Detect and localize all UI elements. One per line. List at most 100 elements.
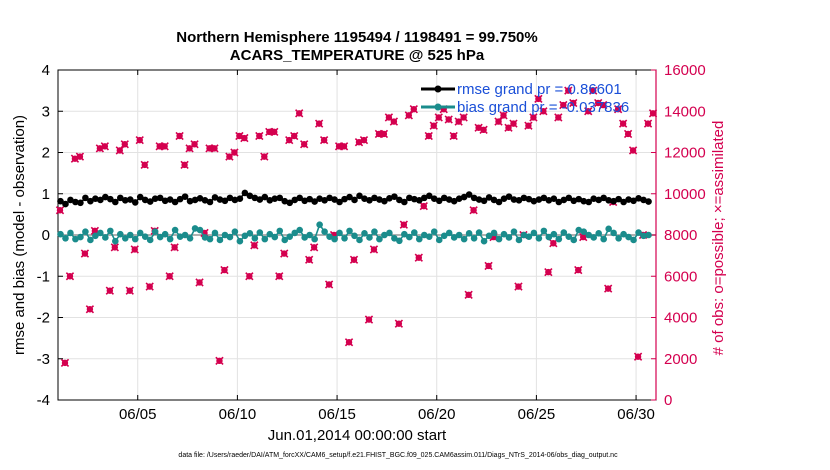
- rmse-point: [505, 193, 513, 200]
- bias-point: [391, 235, 398, 242]
- obs-assimilated-x: [215, 356, 224, 365]
- rmse-point: [530, 197, 538, 205]
- rmse-point: [465, 191, 473, 198]
- obs-assimilated-x: [569, 98, 578, 108]
- obs-assimilated-x: [200, 228, 209, 238]
- bias-point: [420, 231, 428, 239]
- obs-assimilated-x: [110, 243, 119, 252]
- rmse-point: [326, 194, 333, 202]
- rmse-point: [311, 198, 318, 205]
- rmse-point: [77, 199, 84, 207]
- bias-point: [450, 234, 458, 241]
- rmse-point: [341, 195, 348, 203]
- bias-point: [505, 234, 513, 241]
- bias-point: [366, 234, 373, 241]
- obs-assimilated-x: [534, 94, 543, 104]
- obs-count-marker: [484, 261, 493, 271]
- legend-rmse-marker: [434, 85, 442, 93]
- obs-assimilated-x: [105, 286, 114, 295]
- bias-point: [171, 226, 179, 234]
- bias-point: [271, 233, 279, 241]
- bias-point: [495, 235, 503, 243]
- y2-tick-label: 6000: [664, 268, 697, 285]
- obs-assimilated-x: [574, 265, 583, 275]
- rmse-point: [301, 197, 308, 205]
- rmse-point: [276, 194, 284, 202]
- data-file-footnote: data file: /Users/raeder/DAI/ATM_forcXX/…: [178, 452, 618, 459]
- obs-count-marker: [240, 133, 249, 143]
- bias-point: [256, 229, 264, 236]
- obs-count-marker: [574, 265, 583, 275]
- obs-count-marker: [135, 135, 144, 145]
- bias-point: [455, 231, 463, 239]
- obs-assimilated-x: [145, 282, 154, 291]
- bias-point: [112, 237, 119, 245]
- bias-point: [131, 235, 139, 243]
- bias-point: [151, 228, 159, 235]
- obs-count-marker: [324, 280, 334, 289]
- rmse-point: [565, 194, 573, 202]
- bias-point: [605, 225, 612, 233]
- obs-assimilated-x: [125, 286, 134, 295]
- rmse-point: [615, 195, 622, 203]
- obs-count-marker: [449, 131, 458, 141]
- rmse-point: [251, 194, 259, 202]
- bias-point: [126, 231, 134, 239]
- obs-count-marker: [369, 245, 379, 254]
- bias-point: [530, 229, 538, 237]
- obs-assimilated-x: [628, 146, 638, 155]
- bias-point: [196, 226, 204, 234]
- rmse-point: [166, 196, 174, 203]
- obs-assimilated-x: [554, 113, 563, 122]
- rmse-point: [515, 197, 523, 204]
- rmse-point: [401, 198, 408, 206]
- obs-assimilated-x: [434, 113, 443, 122]
- bias-point: [460, 235, 468, 243]
- bias-point: [555, 235, 563, 243]
- bias-point: [520, 231, 528, 239]
- obs-count-marker: [300, 140, 309, 149]
- rmse-point: [470, 194, 478, 202]
- rmse-point: [640, 196, 647, 204]
- rmse-point: [102, 193, 109, 201]
- obs-assimilated-x: [484, 261, 493, 271]
- obs-assimilated-x: [349, 255, 359, 264]
- obs-count-marker: [633, 352, 643, 361]
- obs-count-marker: [309, 243, 319, 252]
- obs-assimilated-x: [414, 253, 423, 262]
- obs-count-marker: [524, 121, 533, 130]
- obs-assimilated-x: [295, 109, 304, 118]
- bias-point: [560, 229, 568, 236]
- obs-assimilated-x: [339, 142, 349, 151]
- bias-point: [540, 227, 548, 235]
- rmse-point: [191, 196, 199, 204]
- bias-point: [610, 229, 617, 237]
- obs-assimilated-x: [494, 117, 503, 126]
- bias-point: [510, 228, 518, 235]
- obs-count-marker: [534, 94, 543, 104]
- rmse-point: [201, 197, 209, 204]
- bias-point: [301, 234, 308, 241]
- bias-point: [251, 235, 259, 242]
- obs-assimilated-x: [529, 113, 538, 122]
- obs-count-marker: [613, 105, 623, 114]
- bias-point: [630, 236, 637, 244]
- bias-point: [206, 235, 214, 243]
- obs-count-marker: [80, 249, 90, 258]
- rmse-point: [256, 196, 264, 203]
- obs-count-marker: [110, 243, 119, 252]
- bias-point: [136, 229, 144, 237]
- legend-bias-marker: [434, 103, 442, 111]
- y2-tick-label: 2000: [664, 351, 697, 368]
- bias-point: [445, 229, 453, 237]
- bias-point: [371, 228, 378, 235]
- obs-count-marker: [434, 113, 443, 122]
- obs-assimilated-x: [449, 131, 458, 141]
- obs-count-marker: [235, 131, 244, 141]
- rmse-point: [72, 198, 79, 206]
- rmse-point: [141, 196, 149, 204]
- bias-point: [226, 233, 234, 241]
- obs-count-marker: [379, 129, 389, 139]
- obs-assimilated-x: [280, 249, 289, 258]
- obs-assimilated-x: [324, 280, 334, 289]
